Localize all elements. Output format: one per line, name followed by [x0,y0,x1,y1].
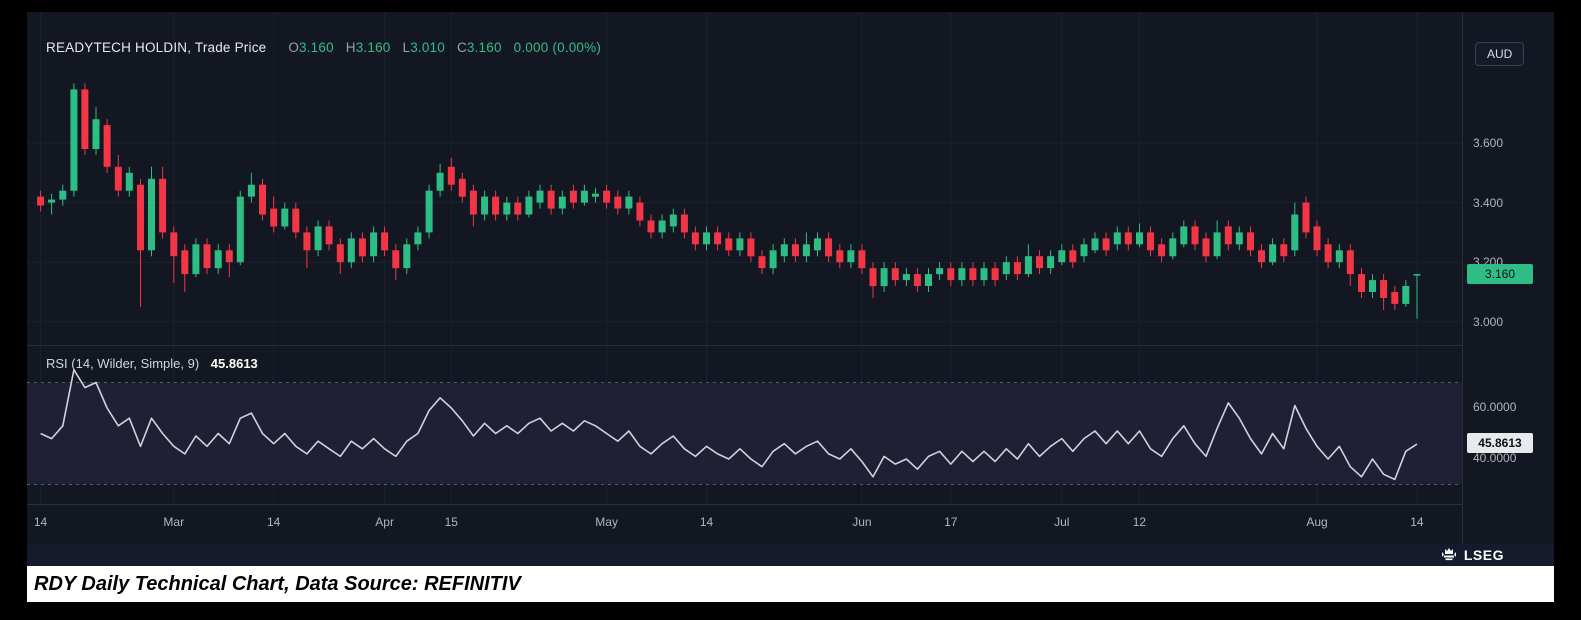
time-axis-tick: Jul [1054,515,1070,529]
rsi-current-value: 45.8613 [210,356,258,371]
chart-caption: RDY Daily Technical Chart, Data Source: … [34,572,521,595]
lseg-logo-text: LSEG [1463,547,1504,563]
rsi-chart-canvas[interactable] [27,346,1462,504]
open-label: O [288,40,300,55]
low-label: L [402,40,411,55]
time-axis-tick: Apr [375,515,394,529]
close-label: C [456,40,467,55]
high-label: H [345,40,356,55]
time-axis-tick: 14 [33,515,48,529]
rsi-settings-label: RSI (14, Wilder, Simple, 9) [46,356,200,371]
time-axis-tick: Aug [1306,515,1328,529]
open-value: 3.160 [299,40,334,55]
series-legend[interactable]: READYTECH HOLDIN, Trade Price O3.160 H3.… [46,40,601,55]
time-axis-tick: Jun [852,515,872,529]
price-axis-tick: 3.000 [1473,314,1504,329]
chart-panel: READYTECH HOLDIN, Trade Price O3.160 H3.… [27,12,1554,544]
change-value: 0.000 (0.00%) [513,40,602,55]
rsi-value-tag: 45.8613 [1467,433,1533,454]
price-scale-column[interactable]: AUD 3.160 45.8613 3.600 3.400 3.200 3.000 60… [1462,12,1554,544]
lseg-brand: LSEG [1440,547,1504,563]
time-axis-tick: 14 [1410,515,1424,529]
low-value: 3.010 [410,40,445,55]
time-axis[interactable]: 14 Mar 14 Apr 15 May 14 Jun 17 Jul 12 Aug 14 [27,504,1462,544]
time-axis-tick: 15 [444,515,458,529]
lseg-logo-icon [1441,548,1456,561]
time-axis-tick: 12 [1132,515,1147,529]
attribution-bar: LSEG [27,544,1554,566]
close-value: 3.160 [466,40,502,55]
rsi-axis-tick: 60.0000 [1473,400,1517,414]
time-axis-tick: 14 [699,515,714,529]
time-axis-tick: 17 [944,515,958,529]
time-axis-tick: May [595,515,618,529]
caption-bar: RDY Daily Technical Chart, Data Source: … [27,566,1554,602]
time-axis-tick: Mar [163,515,185,529]
rsi-indicator-legend[interactable]: RSI (14, Wilder, Simple, 9) 45.8613 [46,356,258,371]
symbol-name: READYTECH HOLDIN, Trade Price [46,40,267,55]
currency-button[interactable]: AUD [1475,42,1525,66]
time-axis-tick: 14 [266,515,281,529]
price-axis-tick: 3.600 [1473,136,1504,150]
price-chart-canvas[interactable] [27,12,1462,345]
high-value: 3.160 [355,40,391,55]
rsi-axis-tick: 40.0000 [1473,451,1517,465]
last-price-tag: 3.160 [1467,264,1533,285]
price-pane[interactable]: READYTECH HOLDIN, Trade Price O3.160 H3.… [27,12,1462,345]
rsi-pane[interactable]: RSI (14, Wilder, Simple, 9) 45.8613 [27,345,1462,504]
price-axis-tick: 3.400 [1473,195,1504,210]
